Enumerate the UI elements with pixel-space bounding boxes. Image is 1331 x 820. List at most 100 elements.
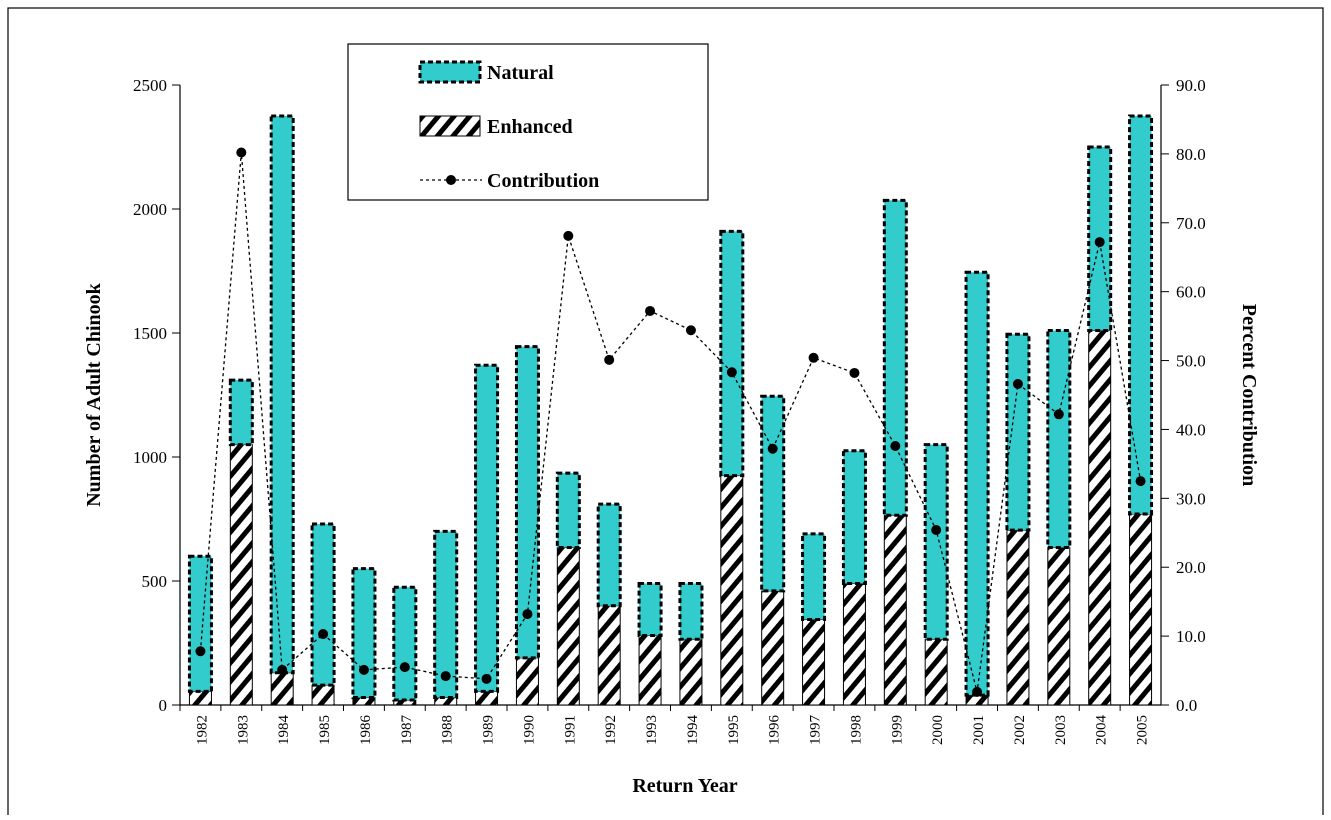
contribution-marker (808, 352, 819, 363)
x-tick-label: 2000 (930, 715, 946, 745)
x-tick-label: 1986 (358, 715, 374, 746)
y2-tick-label: 40.0 (1176, 420, 1206, 439)
x-tick-label: 1987 (399, 715, 415, 746)
legend-label: Contribution (487, 170, 599, 192)
x-tick-label: 2001 (971, 715, 987, 745)
bar (678, 581, 704, 641)
bar (1005, 332, 1031, 532)
x-tick-label: 2002 (1012, 715, 1028, 745)
x-tick-label: 1988 (440, 715, 456, 745)
y2-tick-label: 80.0 (1176, 145, 1206, 164)
bar (1128, 114, 1154, 516)
bar (964, 270, 990, 697)
contribution-marker (685, 325, 696, 336)
y2-tick-label: 0.0 (1176, 696, 1197, 715)
legend-box (347, 43, 709, 201)
x-tick-label: 2003 (1053, 715, 1069, 745)
bar (434, 697, 458, 706)
bar (720, 475, 744, 706)
bar (311, 684, 335, 706)
y-tick-label: 0 (159, 696, 168, 715)
bar (475, 690, 499, 706)
bar (556, 547, 580, 706)
contribution-marker (399, 662, 410, 673)
y2-tick-label: 30.0 (1176, 489, 1206, 508)
contribution-marker (277, 664, 288, 675)
bar (883, 514, 907, 706)
bar (637, 581, 663, 638)
contribution-marker (440, 671, 451, 682)
x-tick-label: 1997 (808, 715, 824, 746)
y-tick-label: 1500 (133, 324, 167, 343)
contribution-marker (318, 629, 329, 640)
bar (433, 529, 459, 700)
bar (924, 638, 948, 706)
x-tick-label: 1989 (481, 715, 497, 745)
legend-swatch (418, 60, 482, 84)
y2-axis-title: Percent Contribution (1238, 304, 1260, 486)
y-tick-label: 500 (142, 572, 168, 591)
contribution-marker (890, 440, 901, 451)
x-tick-label: 1994 (685, 715, 701, 746)
contribution-marker (1135, 476, 1146, 487)
bar (1129, 513, 1153, 706)
x-tick-label: 1984 (276, 715, 292, 746)
x-tick-label: 1982 (194, 715, 210, 745)
y-tick-label: 2500 (133, 76, 167, 95)
legend-swatch (419, 115, 481, 137)
bar (187, 554, 213, 693)
legend-label: Enhanced (487, 116, 573, 138)
x-tick-label: 1998 (848, 715, 864, 745)
bar (679, 638, 703, 706)
legend-label: Natural (487, 62, 554, 84)
bar (842, 582, 866, 706)
x-tick-label: 2004 (1094, 715, 1110, 746)
bar (269, 114, 295, 675)
bar (596, 502, 622, 608)
contribution-marker (849, 367, 860, 378)
bar (638, 635, 662, 706)
bar (229, 444, 253, 706)
contribution-marker (604, 354, 615, 365)
bar (392, 585, 418, 702)
bar (310, 522, 336, 687)
x-tick-label: 1991 (562, 715, 578, 745)
contribution-marker (195, 646, 206, 657)
contribution-marker (358, 664, 369, 675)
bar (719, 229, 745, 478)
contribution-marker (1094, 237, 1105, 248)
x-tick-label: 1990 (521, 715, 537, 745)
contribution-marker (236, 147, 247, 158)
bar (882, 198, 908, 517)
legend-marker (446, 175, 456, 185)
contribution-marker (972, 686, 983, 697)
bar (802, 618, 826, 706)
bar (1088, 330, 1112, 706)
x-tick-label: 1999 (889, 715, 905, 745)
bar (555, 471, 581, 550)
y2-tick-label: 60.0 (1176, 283, 1206, 302)
bar (270, 672, 294, 706)
x-tick-label: 1995 (726, 715, 742, 745)
bar (474, 363, 500, 693)
y2-tick-label: 70.0 (1176, 214, 1206, 233)
contribution-marker (1053, 409, 1064, 420)
y2-tick-label: 50.0 (1176, 352, 1206, 371)
contribution-marker (645, 305, 656, 316)
contribution-marker (767, 443, 778, 454)
y-tick-label: 2000 (133, 200, 167, 219)
bar (760, 394, 786, 593)
contribution-line (199, 152, 1142, 693)
x-tick-label: 1992 (603, 715, 619, 745)
bar (1047, 547, 1071, 706)
frame (7, 7, 1324, 820)
bar (351, 567, 377, 700)
contribution-marker (1012, 378, 1023, 389)
x-tick-label: 1985 (317, 715, 333, 745)
y-axis-title: Number of Adult Chinook (83, 282, 105, 506)
y2-tick-label: 90.0 (1176, 76, 1206, 95)
bar (188, 690, 212, 706)
x-tick-label: 1996 (767, 715, 783, 746)
contribution-marker (481, 673, 492, 684)
